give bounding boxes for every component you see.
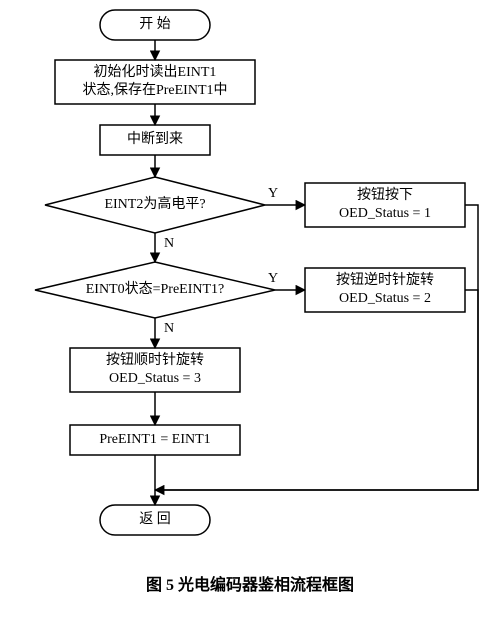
edge-label-dec2-res2: Y: [268, 271, 278, 286]
node-start: 开 始: [100, 10, 210, 40]
node-interrupt: 中断到来: [100, 125, 210, 155]
node-init: 初始化时读出EINT1 状态,保存在PreEINT1中: [55, 60, 255, 104]
node-res2-text-1: OED_Status = 2: [339, 291, 431, 306]
node-res1-text-0: 按钮按下: [357, 187, 413, 203]
node-res1: 按钮按下 OED_Status = 1: [305, 183, 465, 227]
node-init-text-1: 状态,保存在PreEINT1中: [82, 82, 227, 98]
figure-caption: 图 5 光电编码器鉴相流程框图: [146, 575, 354, 594]
node-start-text-0: 开 始: [139, 16, 171, 32]
node-assign-text-0: PreEINT1 = EINT1: [99, 432, 210, 447]
node-return: 返 回: [100, 505, 210, 535]
node-res3-text-0: 按钮顺时针旋转: [106, 352, 204, 368]
node-res2-text-0: 按钮逆时针旋转: [336, 272, 434, 288]
node-dec1-text-0: EINT2为高电平?: [104, 195, 205, 212]
edge-label-dec1-res1: Y: [268, 186, 278, 201]
node-res3: 按钮顺时针旋转 OED_Status = 3: [70, 348, 240, 392]
edge-label-dec2-res3: N: [164, 321, 174, 336]
node-return-text-0: 返 回: [139, 511, 171, 527]
node-res2: 按钮逆时针旋转 OED_Status = 2: [305, 268, 465, 312]
node-interrupt-text-0: 中断到来: [127, 131, 183, 147]
node-res1-text-1: OED_Status = 1: [339, 206, 431, 221]
node-assign: PreEINT1 = EINT1: [70, 425, 240, 455]
node-res3-text-1: OED_Status = 3: [109, 371, 201, 386]
node-dec2-text-0: EINT0状态=PreEINT1?: [86, 281, 225, 297]
edge-label-dec1-dec2: N: [164, 236, 174, 251]
node-init-text-0: 初始化时读出EINT1: [94, 63, 217, 80]
